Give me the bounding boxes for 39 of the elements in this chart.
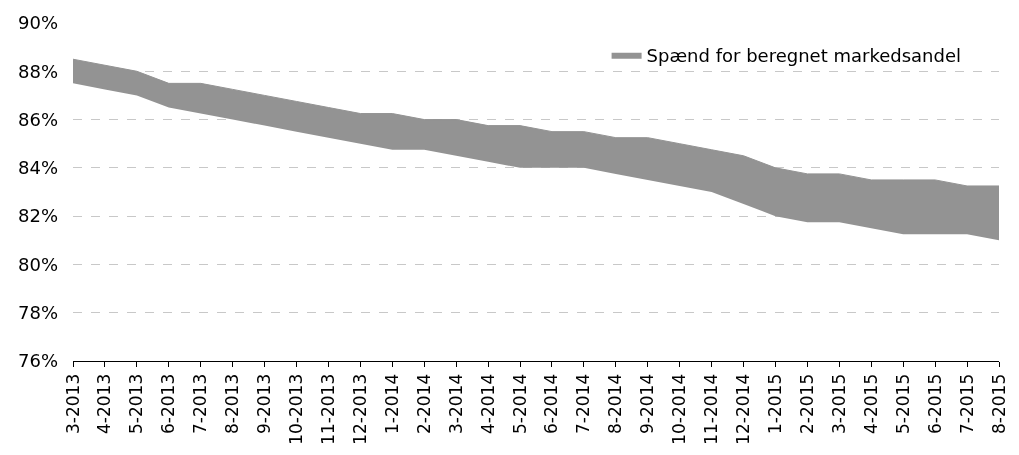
y-tick-label: 78% — [17, 302, 58, 324]
x-tick-label: 9-2014 — [637, 373, 658, 435]
x-tick-label: 3-2015 — [828, 373, 849, 435]
x-tick-label: 6-2013 — [158, 373, 179, 435]
x-tick-label: 8-2013 — [222, 373, 243, 435]
y-tick-label: 86% — [17, 108, 58, 130]
x-tick-label: 7-2013 — [190, 373, 211, 435]
x-tick-label: 11-2014 — [701, 373, 722, 445]
y-tick-label: 82% — [17, 205, 58, 227]
x-tick-label: 4-2013 — [94, 373, 115, 435]
x-tick-label: 3-2014 — [445, 373, 466, 435]
y-tick-label: 84% — [17, 157, 58, 179]
x-tick-label: 6-2015 — [924, 373, 945, 435]
x-tick-label: 7-2014 — [573, 373, 594, 435]
x-tick-label: 8-2015 — [988, 373, 1009, 435]
legend-label: Spænd for beregnet markedsandel — [646, 44, 961, 66]
x-tick-label: 4-2015 — [860, 373, 881, 435]
x-tick-label: 7-2015 — [956, 373, 977, 435]
x-tick-label: 10-2013 — [286, 373, 307, 445]
y-tick-label: 76% — [17, 350, 58, 372]
y-tick-label: 90% — [17, 12, 58, 34]
x-tick-label: 8-2014 — [605, 373, 626, 435]
x-tick-label: 5-2015 — [892, 373, 913, 435]
y-tick-label: 88% — [17, 60, 58, 82]
x-tick-label: 1-2015 — [765, 373, 786, 435]
x-tick-label: 2-2015 — [796, 373, 817, 435]
x-tick-label: 3-2013 — [62, 373, 83, 435]
x-tick-label: 11-2013 — [317, 373, 338, 445]
x-tick-label: 12-2013 — [349, 373, 370, 445]
x-tick-label: 4-2014 — [477, 373, 498, 435]
x-tick-label: 9-2013 — [254, 373, 275, 435]
x-tick-label: 5-2014 — [509, 373, 530, 435]
x-tick-label: 10-2014 — [669, 373, 690, 445]
x-tick-label: 5-2013 — [126, 373, 147, 435]
y-tick-label: 80% — [17, 253, 58, 275]
x-tick-label: 1-2014 — [381, 373, 402, 435]
x-tick-label: 6-2014 — [541, 373, 562, 435]
x-tick-label: 2-2014 — [413, 373, 434, 435]
x-tick-label: 12-2014 — [733, 373, 754, 445]
